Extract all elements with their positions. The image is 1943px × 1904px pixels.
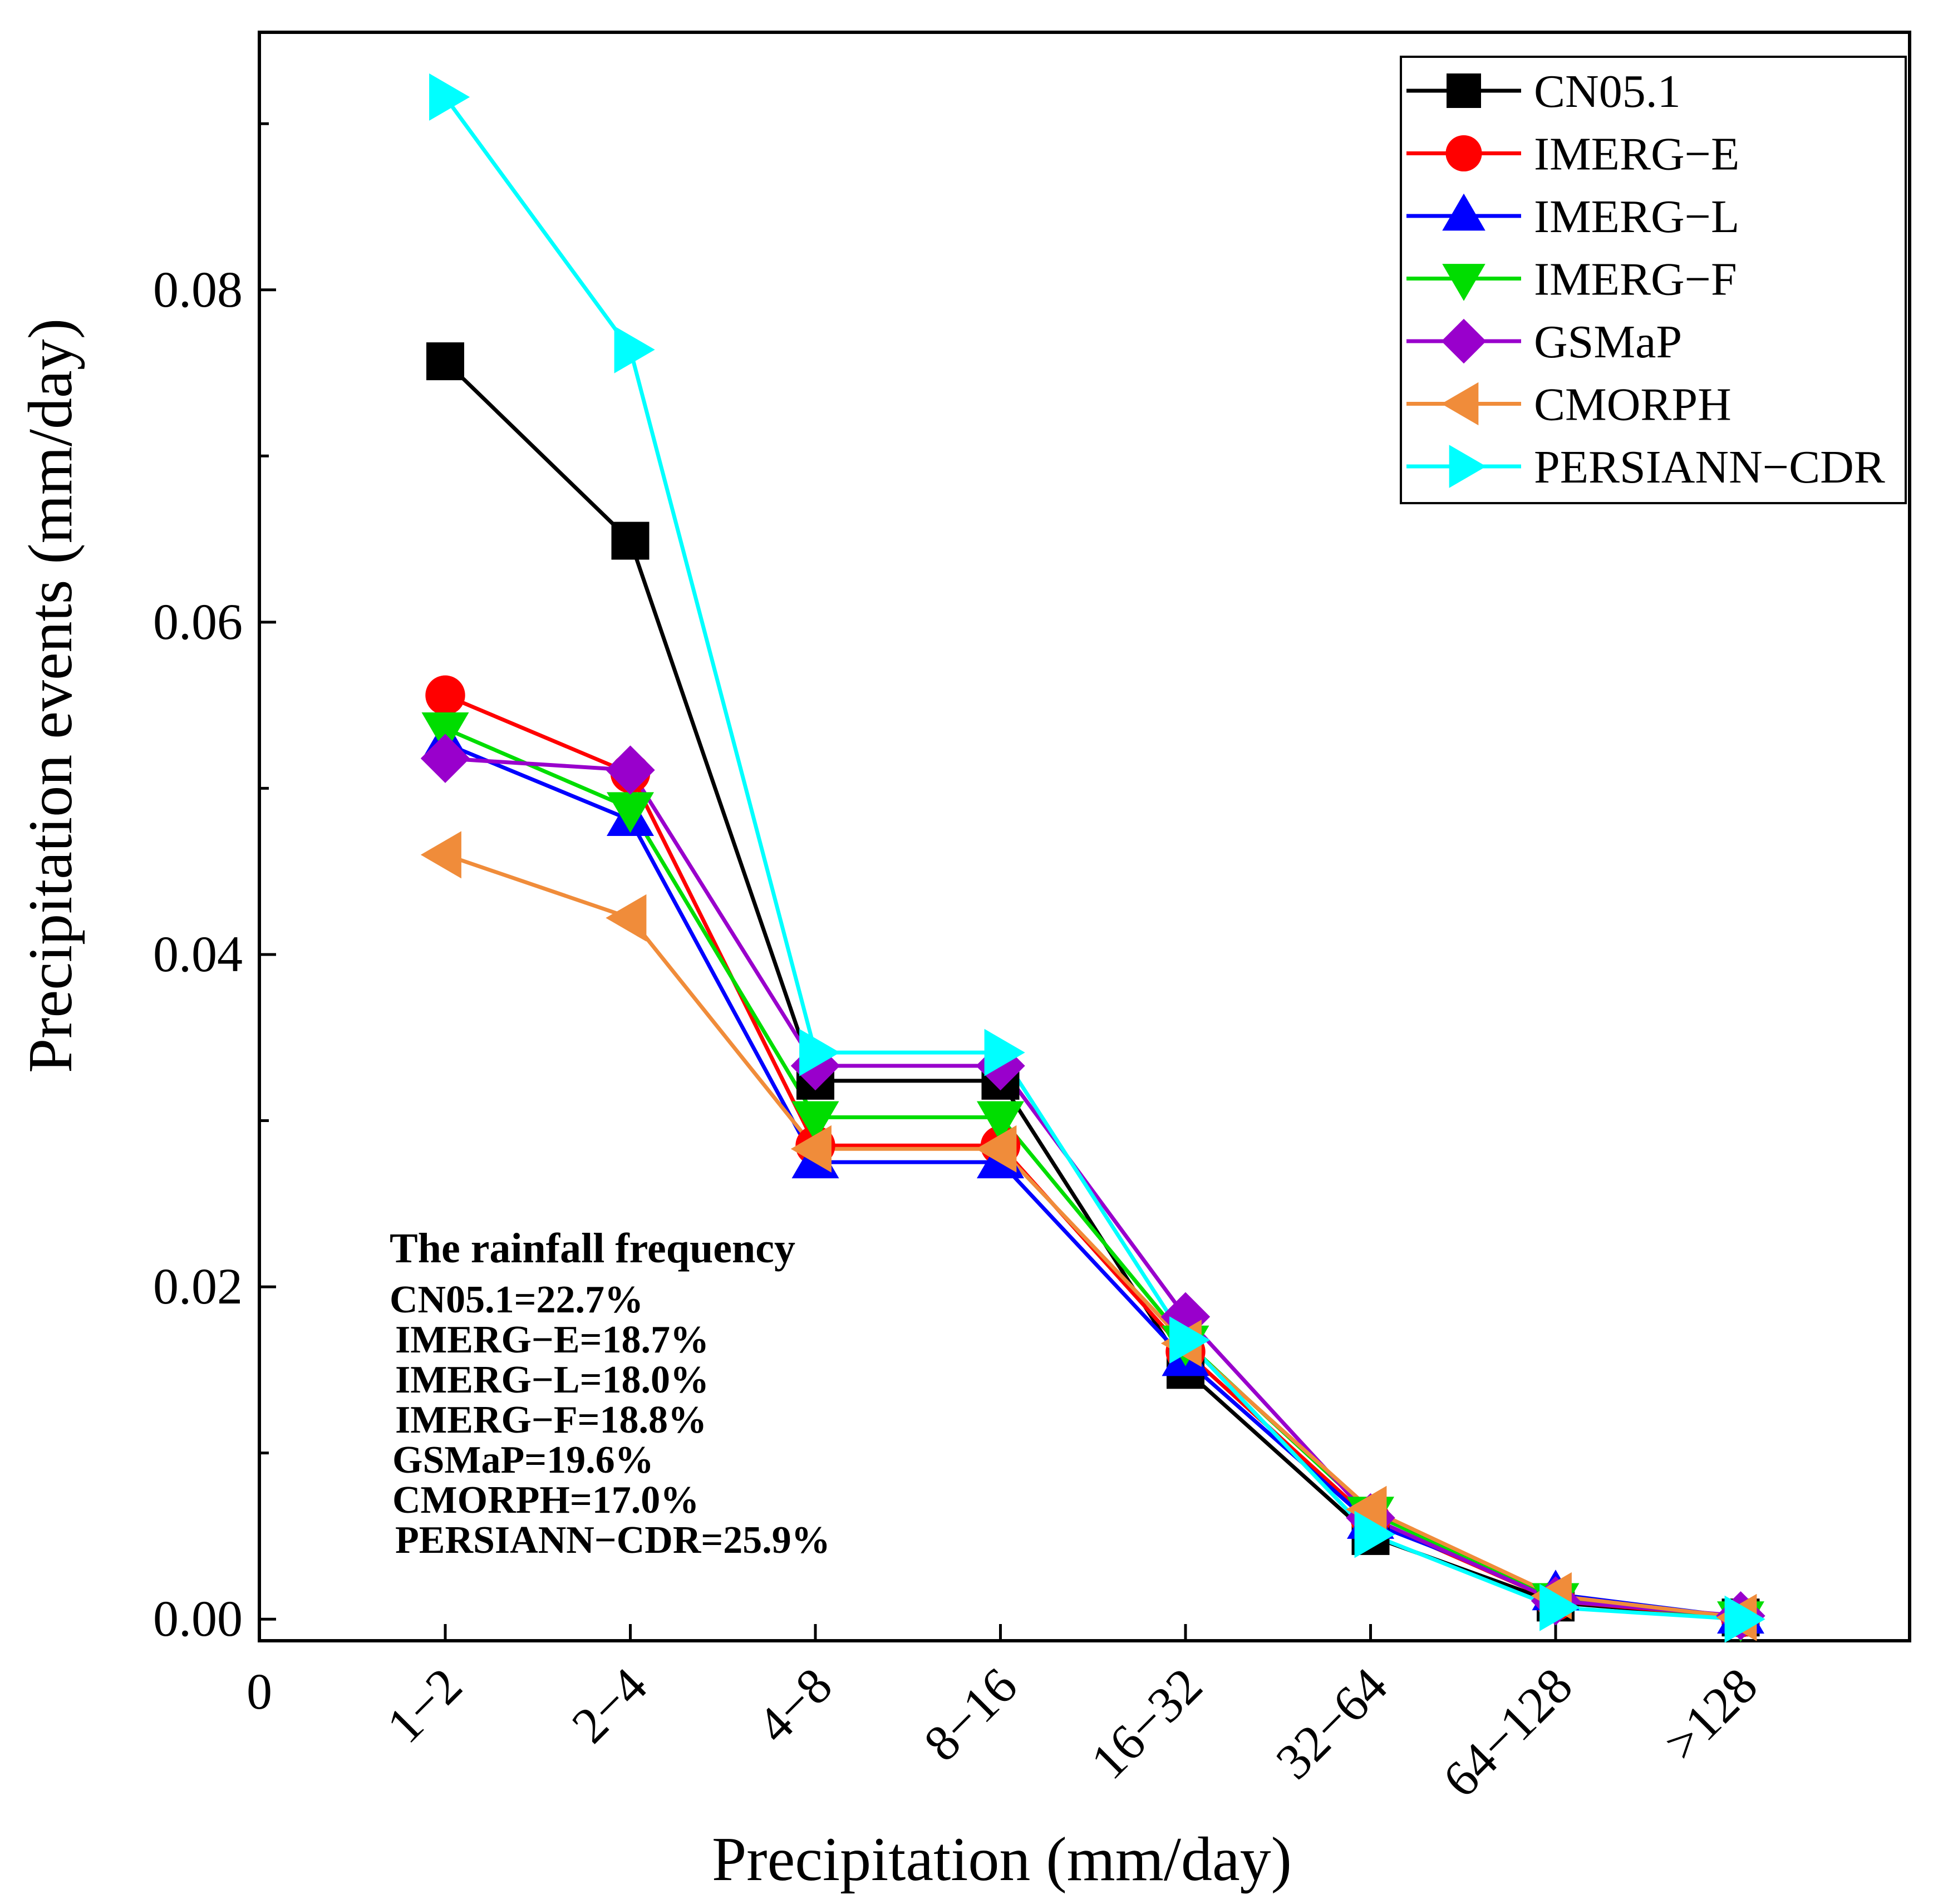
y-tick-label: 0.06 (153, 593, 243, 650)
x-tick-label: 32−64 (1265, 1657, 1398, 1790)
series-line-imerg-f (444, 726, 1741, 1620)
legend-marker-gsmap (1441, 318, 1487, 364)
data-point-cn05-1 (426, 342, 464, 381)
legend-label-gsmap: GSMaP (1534, 316, 1682, 368)
legend-marker-cmorph (1441, 382, 1479, 426)
annotation-line: IMERG−L=18.0% (395, 1359, 709, 1401)
data-point-cmorph (1346, 1485, 1387, 1533)
y-axis: 0.00 0.02 0.04 0.06 0.08 (153, 122, 276, 1647)
data-point-persiann-cdr (1169, 1316, 1211, 1364)
data-point-persiann-cdr (1539, 1583, 1581, 1631)
data-point-cmorph (790, 1125, 832, 1173)
annotation-line: CN05.1=22.7% (390, 1278, 643, 1321)
legend-marker-imerg-l (1442, 193, 1485, 231)
annotation-line: PERSIANN−CDR=25.9% (395, 1519, 830, 1562)
data-point-imerg-f (421, 712, 469, 754)
annotation-title: The rainfall frequency (390, 1225, 795, 1272)
x-tick-label: 1−2 (376, 1657, 473, 1754)
legend-label-imerg-f: IMERG−F (1534, 254, 1737, 306)
legend-marker-cn05-1 (1447, 73, 1481, 108)
annotation-line: GSMaP=19.6% (392, 1439, 654, 1482)
y-tick-label: 0.04 (153, 926, 243, 982)
series-lines (444, 96, 1741, 1621)
x-tick-label: 2−4 (561, 1657, 658, 1754)
annotation-line: IMERG−F=18.8% (395, 1399, 707, 1441)
data-point-imerg-e (425, 675, 465, 715)
data-point-gsmap (420, 734, 470, 783)
data-point-persiann-cdr (1724, 1595, 1765, 1643)
legend-label-cn05-1: CN05.1 (1534, 66, 1681, 117)
legend-marker-imerg-e (1445, 135, 1482, 172)
data-point-cmorph (976, 1125, 1017, 1173)
series-line-persiann-cdr (444, 96, 1741, 1621)
legend-label-imerg-l: IMERG−L (1534, 191, 1739, 243)
series-markers (420, 73, 1765, 1643)
annotation-line: IMERG−E=18.7% (395, 1318, 709, 1361)
data-point-gsmap (606, 745, 655, 795)
legend-marker-imerg-f (1442, 264, 1485, 301)
y-tick-label: 0.00 (153, 1590, 243, 1647)
data-point-persiann-cdr (614, 326, 655, 373)
data-point-cn05-1 (611, 521, 650, 560)
x-tick-label: 8−16 (913, 1657, 1027, 1772)
legend-label-cmorph: CMORPH (1534, 379, 1732, 431)
data-point-imerg-f (977, 1101, 1024, 1142)
data-point-persiann-cdr (799, 1029, 840, 1076)
data-point-imerg-f (607, 792, 654, 833)
legend-label-persiann-cdr: PERSIANN−CDR (1534, 441, 1885, 493)
x-axis-title: Precipitation (mm/day) (712, 1825, 1292, 1894)
data-point-persiann-cdr (429, 73, 470, 121)
x-tick-label: >128 (1653, 1657, 1768, 1772)
x-tick-label: 16−32 (1080, 1657, 1213, 1790)
data-point-gsmap (1160, 1292, 1211, 1342)
x-tick-label: 64−128 (1432, 1657, 1583, 1808)
x-tick-label: 4−8 (746, 1657, 843, 1754)
legend-marker-persiann-cdr (1449, 445, 1487, 488)
series-line-cmorph (444, 853, 1741, 1620)
legend: CN05.1 IMERG−E IMERG−L IMERG−F GSMaP CMORPH PE… (1400, 56, 1907, 504)
y-axis-title: Precipitation events (mm/day) (16, 318, 85, 1073)
plot-frame (258, 31, 1911, 1642)
y-tick-label: 0.02 (153, 1258, 243, 1315)
series-line-cn05-1 (444, 360, 1741, 1620)
data-point-persiann-cdr (984, 1029, 1025, 1076)
data-point-cmorph (606, 894, 647, 942)
y-tick-label: 0.08 (153, 261, 243, 318)
rainfall-frequency-annotation: The rainfall frequency CN05.1=22.7% IMER… (390, 1225, 830, 1562)
data-point-persiann-cdr (1354, 1511, 1395, 1558)
data-point-imerg-f (791, 1101, 839, 1142)
annotation-line: CMORPH=17.0% (392, 1479, 699, 1522)
data-point-cmorph (420, 831, 461, 879)
series-line-gsmap (445, 756, 1741, 1618)
x-axis: 0 1−2 2−4 4−8 8−16 16−32 32−64 64−128 >128 (247, 1624, 1768, 1808)
legend-label-imerg-e: IMERG−E (1534, 129, 1739, 180)
x-origin-label: 0 (247, 1663, 272, 1720)
